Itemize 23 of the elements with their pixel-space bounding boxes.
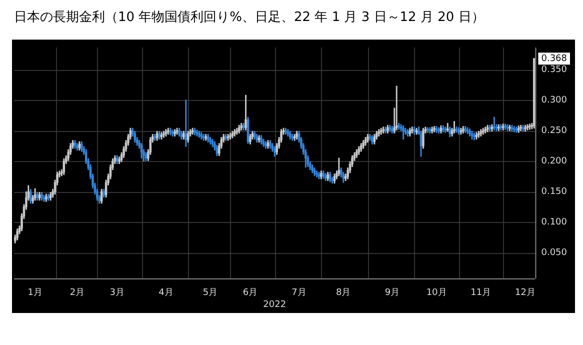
y-tick-label: 0.300: [541, 95, 568, 106]
y-tick-label: 0.200: [541, 156, 568, 167]
y-tick-label: 0.100: [541, 218, 568, 228]
x-tick-label: 2月: [70, 288, 85, 298]
x-tick-label: 4月: [158, 288, 174, 298]
x-tick-label: 6月: [242, 288, 258, 298]
y-tick-label: 0.350: [541, 64, 568, 75]
y-tick-label: 0.050: [541, 248, 568, 258]
x-tick-label: 8月: [336, 288, 351, 298]
x-tick-label: 3月: [110, 288, 125, 298]
x-tick-label: 5月: [202, 288, 218, 298]
candlestick: [493, 116, 496, 130]
annotation: 0.368: [541, 54, 568, 64]
y-tick-label: 0.250: [541, 126, 568, 136]
x-tick-label: 7月: [292, 288, 306, 298]
x-tick-label: 9月: [384, 288, 400, 298]
x-tick-label: 11月: [470, 288, 492, 298]
x-tick-label: 12月: [515, 288, 536, 298]
chart-title: 日本の長期金利（10 年物国債利回り%、日足、22 年 1 月 3 日～12 月 20 日）: [14, 10, 484, 26]
y-tick-label: 0.150: [541, 187, 568, 198]
x-tick-label: 1月: [28, 288, 42, 298]
x-tick-label: 10月: [426, 288, 447, 298]
x-axis-title: 2022: [263, 300, 286, 310]
